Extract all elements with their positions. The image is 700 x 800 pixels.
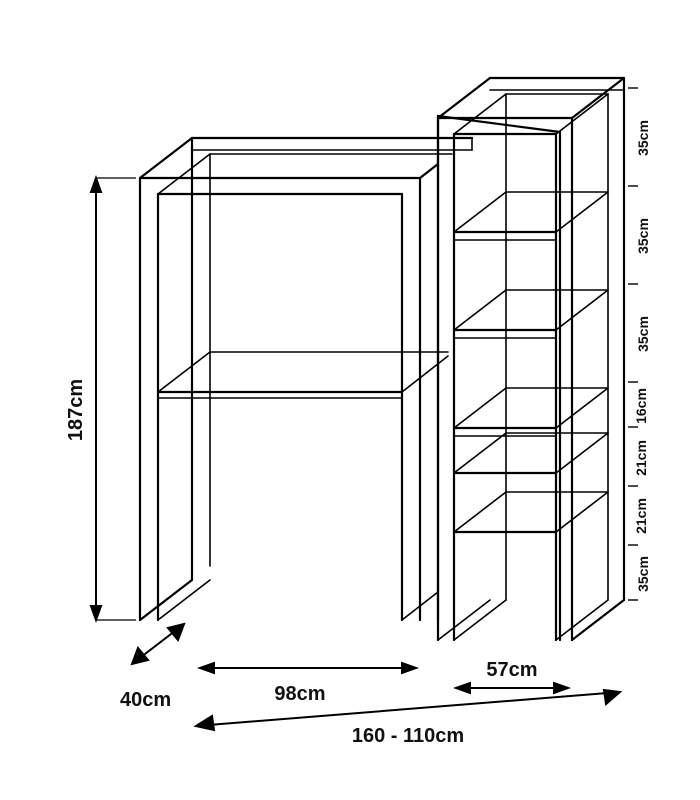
- dim-width-range: 160 - 110cm: [352, 725, 464, 747]
- dim-shelf-4: 16cm: [633, 388, 649, 424]
- dim-depth: 40cm: [120, 689, 171, 711]
- dim-shelf-7: 35cm: [635, 556, 651, 592]
- dim-left-bay: 98cm: [274, 683, 325, 705]
- dim-shelf-3: 35cm: [635, 316, 651, 352]
- dim-shelf-5: 21cm: [633, 440, 649, 476]
- dim-shelf-2: 35cm: [635, 218, 651, 254]
- wardrobe-diagram: 187cm 40cm 98cm 57cm 160 - 110cm 35cm 35…: [0, 0, 700, 800]
- dim-height: 187cm: [65, 379, 87, 441]
- dim-shelf-1: 35cm: [635, 120, 651, 156]
- dim-shelf-6: 21cm: [633, 498, 649, 534]
- dim-right-bay: 57cm: [486, 659, 537, 681]
